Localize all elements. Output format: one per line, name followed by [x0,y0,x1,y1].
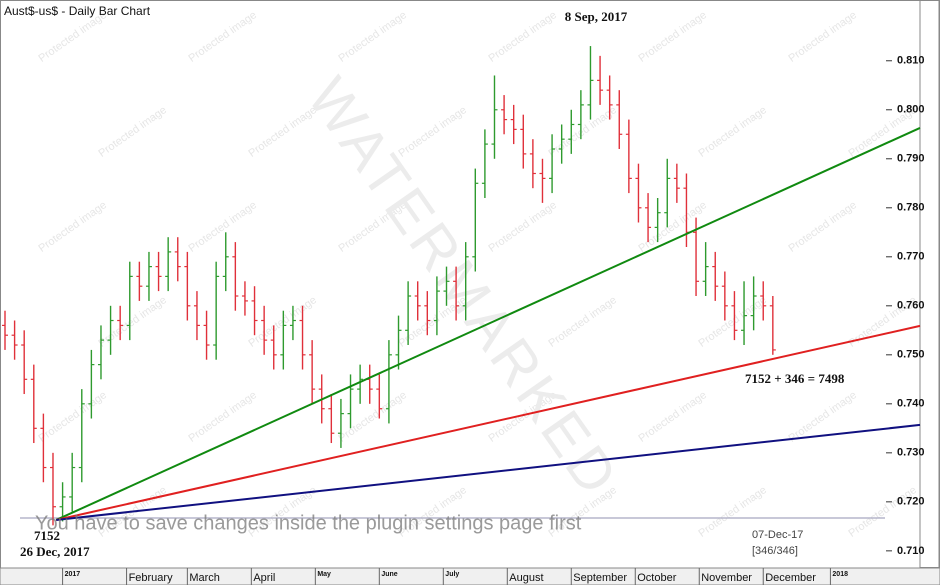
y-tick-label: 0.780 [897,202,925,214]
y-tick-label: 0.800 [897,104,925,116]
y-tick-label: 0.740 [897,398,925,410]
y-tick-label: 0.730 [897,447,925,459]
trend-line [55,126,921,521]
x-tick-label: December [765,572,816,584]
x-tick-label: 2017 [65,571,81,578]
plot [1,46,921,526]
x-tick-label: August [509,572,543,584]
y-tick-label: 0.710 [897,545,925,557]
y-tick-label: 0.720 [897,496,925,508]
y-tick-label: 0.810 [897,55,925,67]
annotation: 7152 + 346 = 7498 [745,371,845,386]
x-tick-label: November [701,572,752,584]
y-tick-label: 0.750 [897,349,925,361]
x-tick-label: May [317,571,331,578]
y-axis-edge [919,0,940,568]
chart-title: Aust$-us$ - Daily Bar Chart [4,4,151,18]
x-tick-label: September [573,572,627,584]
x-tick-label: February [129,572,174,584]
trend-line [55,324,921,521]
annotation-date: 07-Dec-17 [752,529,803,541]
x-tick-label: 2018 [832,571,848,578]
x-tick-label: October [637,572,676,584]
annotation-count: [346/346] [752,545,798,557]
trend-line [56,423,921,521]
x-tick-label: June [381,571,397,578]
y-tick-label: 0.770 [897,251,925,263]
x-axis-strip [0,567,940,585]
x-tick-label: March [189,572,220,584]
x-tick-label: April [253,572,275,584]
y-tick-label: 0.790 [897,153,925,165]
x-tick-label: July [445,571,459,578]
plugin-notice: You have to save changes inside the plug… [35,512,582,534]
annotation: 26 Dec, 2017 [20,544,90,559]
annotation: 8 Sep, 2017 [565,9,628,24]
annotation: 7152 [34,528,60,543]
y-tick-label: 0.760 [897,300,925,312]
